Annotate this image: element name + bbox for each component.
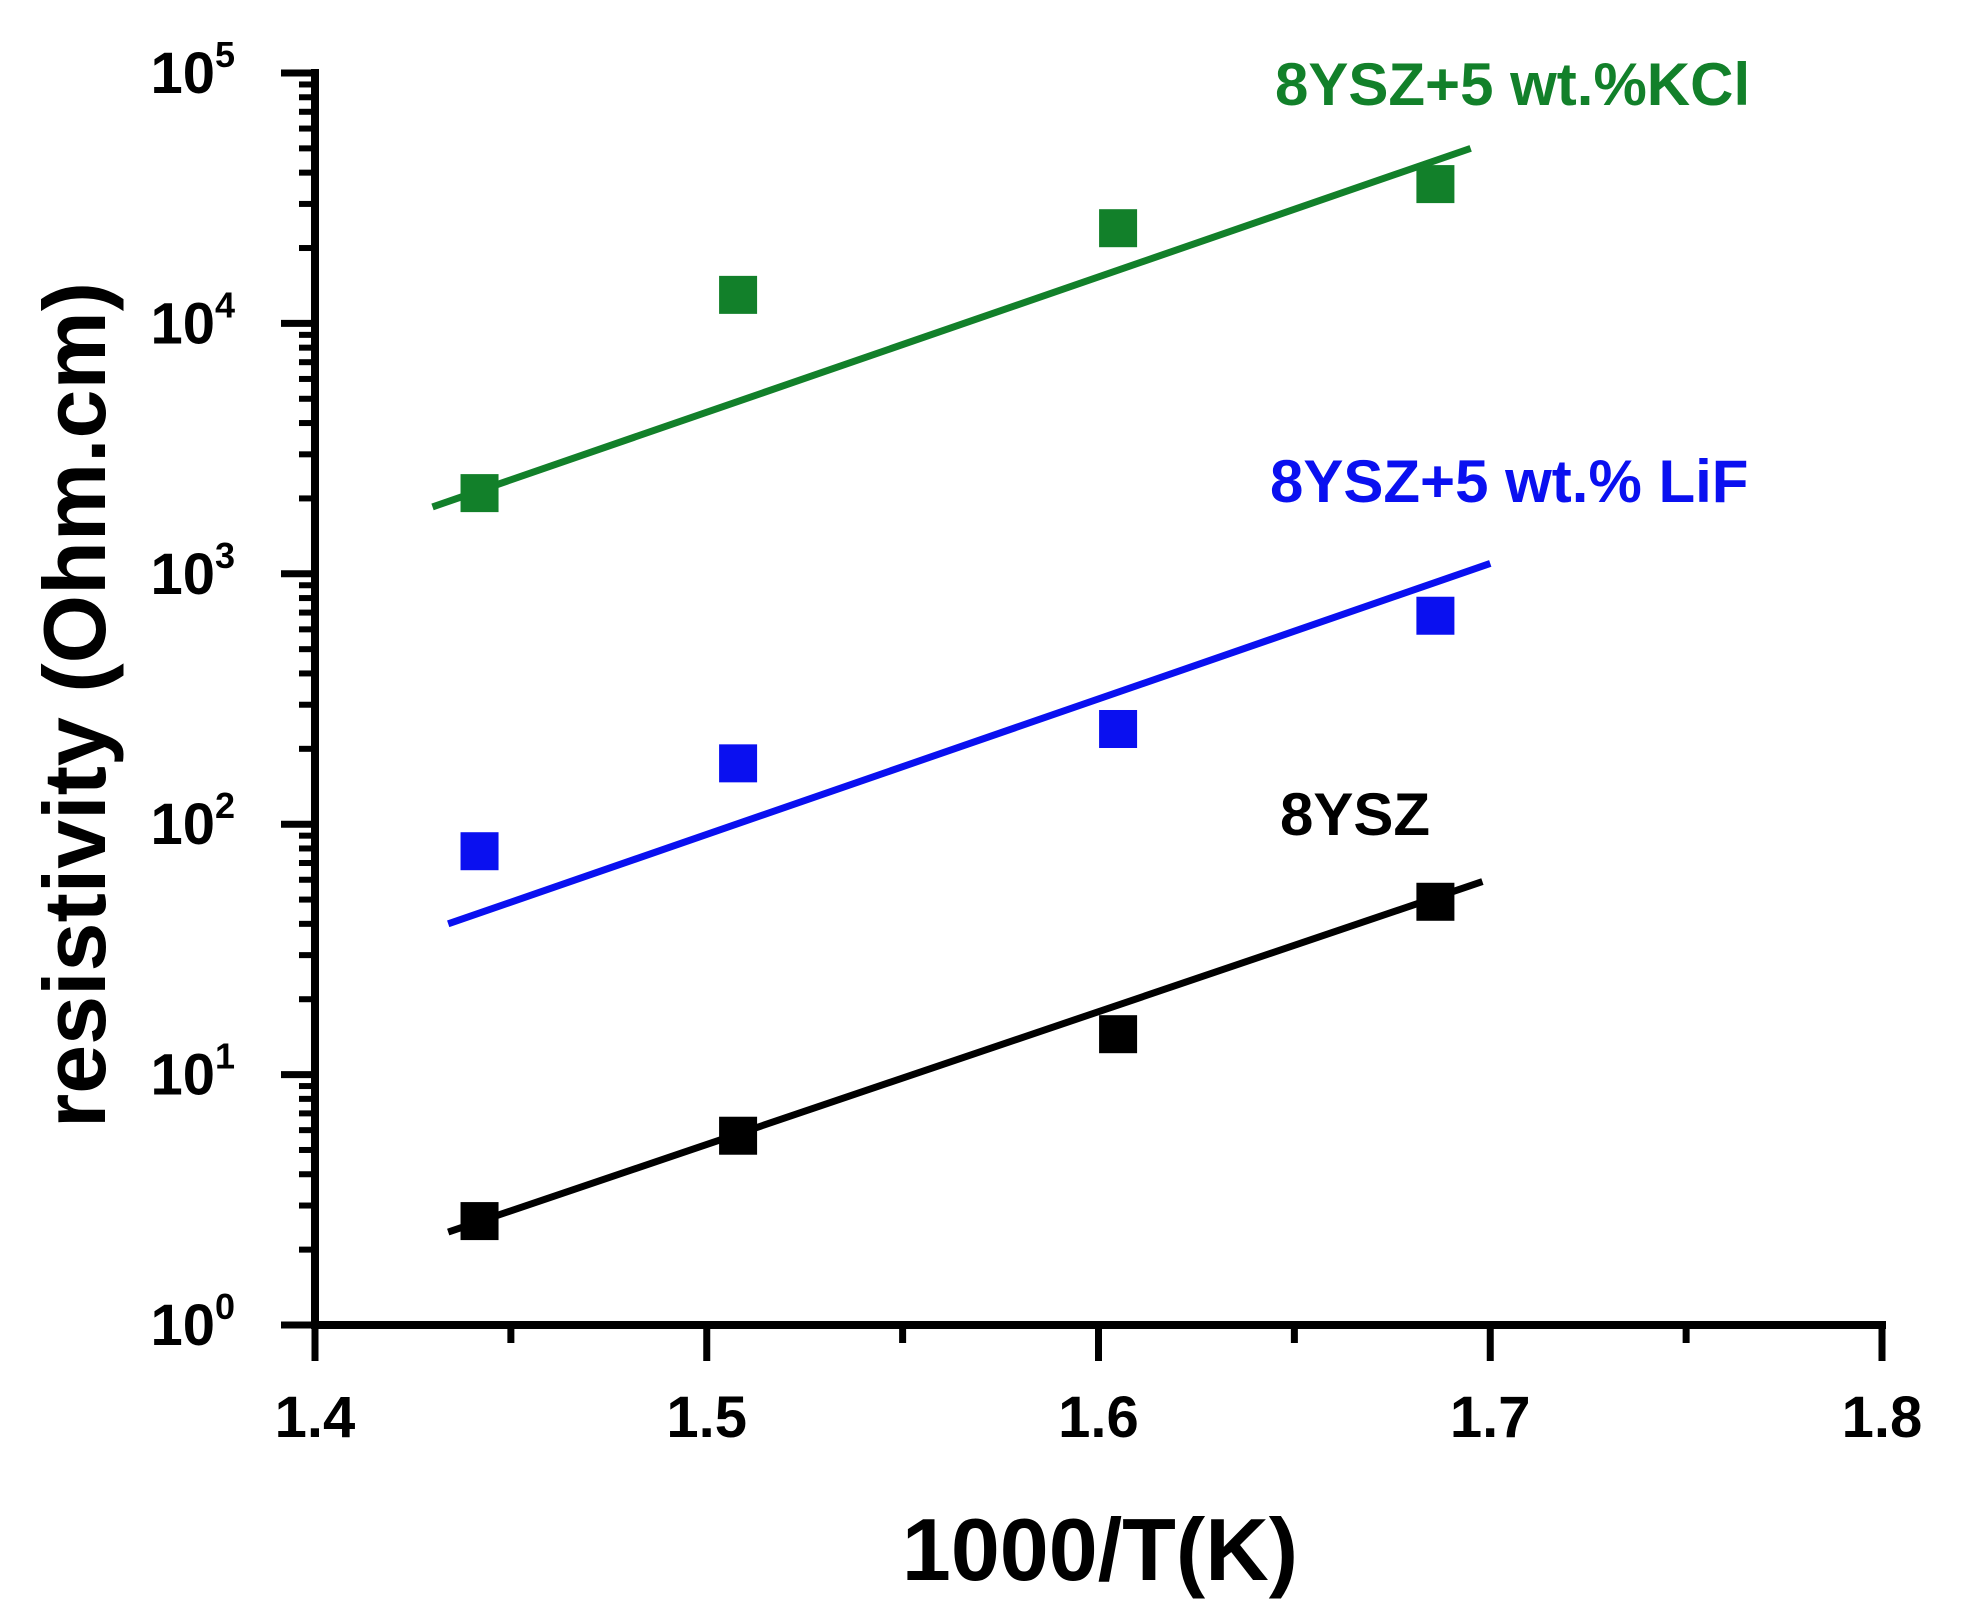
x-tick-label: 1.8 (1842, 1385, 1923, 1450)
x-tick-label: 1.7 (1450, 1385, 1531, 1450)
series-label-lif: 8YSZ+5 wt.% LiF (1270, 448, 1748, 515)
y-tick-label: 100 (150, 1286, 235, 1358)
x-axis-ticks: 1.4 1.5 1.6 1.7 1.8 (275, 1325, 1923, 1450)
data-point (460, 832, 499, 871)
fit-line (447, 878, 1484, 1236)
data-point (719, 744, 758, 783)
y-tick-label: 101 (150, 1036, 235, 1108)
data-point (460, 1202, 499, 1241)
y-axis-title: resistivity (Ohm.cm) (25, 282, 124, 1128)
y-tick-exponent: 1 (215, 1036, 235, 1077)
y-tick-label: 103 (150, 535, 235, 607)
fit-line (431, 145, 1472, 511)
y-tick-exponent: 0 (215, 1286, 235, 1327)
y-tick-exponent: 2 (215, 785, 235, 826)
data-points (460, 165, 1455, 1241)
y-tick-exponent: 4 (215, 284, 235, 325)
x-axis-title: 1000/T(K) (902, 1500, 1298, 1599)
data-point (1099, 209, 1138, 248)
data-point (1416, 596, 1455, 635)
series-label-kcl: 8YSZ+5 wt.%KCl (1275, 51, 1750, 118)
y-tick-label: 105 (150, 34, 235, 106)
data-point (1416, 165, 1455, 204)
data-point (719, 1116, 758, 1155)
x-tick-label: 1.4 (275, 1385, 356, 1450)
data-point (1099, 709, 1138, 748)
data-point (719, 275, 758, 314)
data-point (460, 474, 499, 513)
y-tick-label: 104 (150, 284, 235, 356)
x-tick-label: 1.5 (666, 1385, 747, 1450)
y-tick-label: 102 (150, 785, 235, 857)
y-tick-exponent: 3 (215, 535, 235, 576)
data-point (1099, 1015, 1138, 1054)
series-label-8ysz: 8YSZ (1280, 781, 1430, 848)
y-tick-exponent: 5 (215, 34, 235, 75)
fit-line (447, 560, 1492, 928)
x-tick-label: 1.6 (1058, 1385, 1139, 1450)
data-point (1416, 882, 1455, 921)
fit-lines (431, 145, 1492, 1236)
